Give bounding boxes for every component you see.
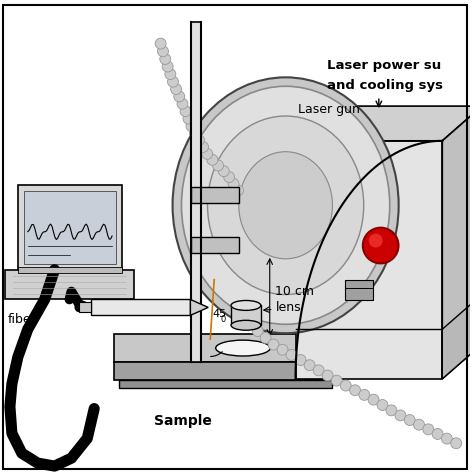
Circle shape — [167, 76, 178, 87]
Polygon shape — [191, 300, 208, 315]
Circle shape — [207, 155, 218, 165]
Bar — [119, 380, 332, 388]
Circle shape — [224, 172, 235, 182]
Circle shape — [377, 400, 388, 410]
Circle shape — [268, 339, 279, 350]
Ellipse shape — [231, 320, 261, 330]
Polygon shape — [442, 294, 474, 379]
Circle shape — [368, 394, 379, 405]
Ellipse shape — [231, 301, 261, 310]
Bar — [5, 270, 134, 300]
Text: 10 cm: 10 cm — [275, 285, 314, 298]
Circle shape — [386, 405, 397, 416]
Circle shape — [331, 375, 342, 386]
Circle shape — [441, 433, 452, 444]
Bar — [24, 191, 116, 264]
Circle shape — [404, 415, 415, 426]
Ellipse shape — [173, 77, 399, 333]
Circle shape — [340, 380, 351, 391]
Circle shape — [160, 54, 171, 64]
Polygon shape — [295, 106, 474, 141]
Circle shape — [198, 142, 209, 153]
Bar — [345, 281, 373, 300]
Bar — [191, 22, 201, 362]
Ellipse shape — [208, 116, 364, 294]
Circle shape — [260, 332, 271, 343]
Circle shape — [350, 385, 361, 396]
Circle shape — [414, 419, 425, 430]
Circle shape — [322, 370, 333, 381]
Bar — [191, 187, 239, 203]
Circle shape — [219, 166, 229, 177]
Bar — [18, 185, 122, 270]
Bar — [295, 141, 442, 379]
Text: 45: 45 — [212, 310, 227, 319]
Circle shape — [189, 128, 201, 139]
Circle shape — [369, 234, 383, 247]
Circle shape — [432, 428, 443, 439]
Circle shape — [155, 38, 166, 49]
Ellipse shape — [216, 340, 270, 356]
Circle shape — [277, 344, 288, 355]
Text: Laser power su: Laser power su — [327, 59, 441, 73]
Text: and cooling sys: and cooling sys — [327, 79, 443, 92]
Circle shape — [359, 390, 370, 401]
Text: fiber: fiber — [8, 313, 36, 326]
Circle shape — [183, 113, 194, 124]
Circle shape — [295, 355, 306, 365]
Bar — [191, 237, 239, 253]
Circle shape — [162, 61, 173, 72]
Circle shape — [363, 228, 399, 264]
Bar — [114, 334, 337, 362]
Circle shape — [165, 69, 176, 80]
Circle shape — [157, 46, 168, 57]
Circle shape — [186, 120, 197, 131]
Circle shape — [193, 135, 204, 146]
Ellipse shape — [239, 152, 332, 259]
Circle shape — [313, 365, 324, 376]
Circle shape — [395, 410, 406, 421]
Circle shape — [177, 98, 188, 109]
Circle shape — [245, 319, 255, 330]
Circle shape — [171, 83, 182, 94]
Bar — [231, 305, 261, 325]
Bar — [91, 300, 191, 315]
Circle shape — [228, 178, 239, 189]
Circle shape — [451, 438, 462, 449]
Bar — [18, 267, 122, 273]
Text: lens: lens — [276, 301, 301, 314]
Text: Laser gun: Laser gun — [298, 102, 359, 116]
Circle shape — [233, 185, 244, 196]
Text: Sample: Sample — [154, 413, 211, 428]
Ellipse shape — [182, 86, 390, 324]
Circle shape — [180, 106, 191, 117]
Polygon shape — [442, 106, 474, 379]
Circle shape — [202, 148, 213, 159]
Circle shape — [304, 360, 315, 371]
Circle shape — [423, 424, 434, 435]
Circle shape — [213, 160, 224, 171]
Text: 0: 0 — [220, 315, 226, 324]
Circle shape — [286, 349, 297, 360]
Circle shape — [252, 326, 263, 337]
Bar — [114, 362, 337, 380]
Bar — [79, 302, 91, 312]
Circle shape — [174, 91, 185, 102]
